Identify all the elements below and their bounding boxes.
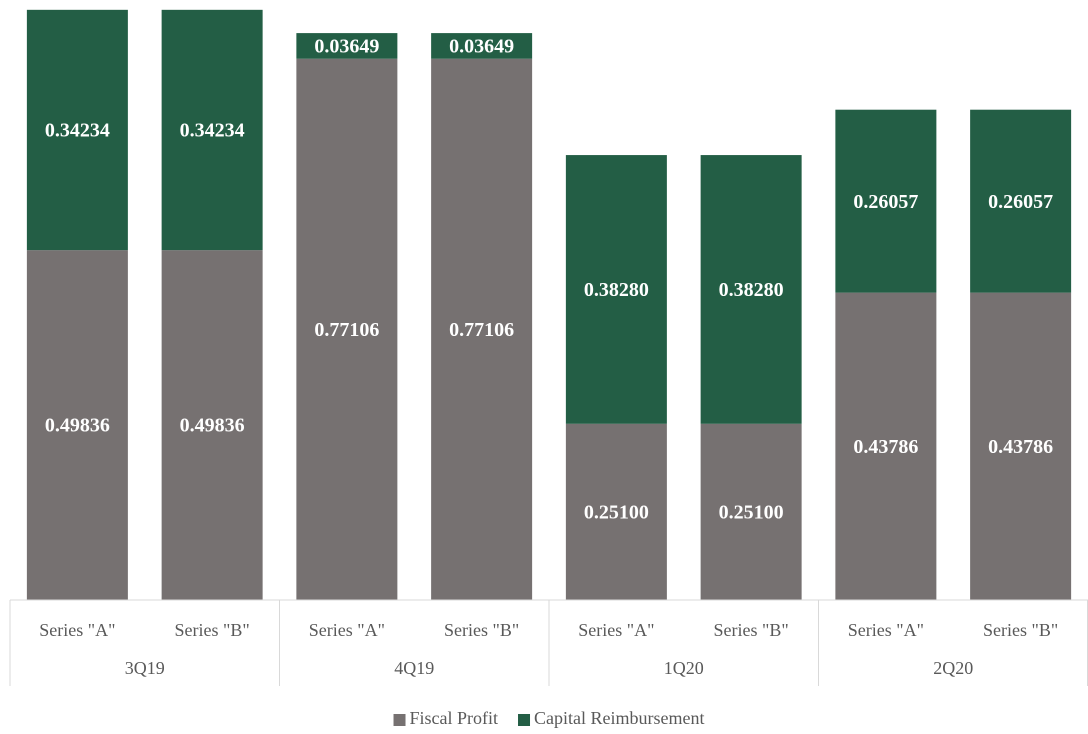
value-label: 0.34234 xyxy=(45,120,110,142)
value-label: 0.43786 xyxy=(853,436,918,458)
legend-swatch xyxy=(518,714,531,726)
group-label: 2Q20 xyxy=(933,658,973,678)
bar-segment xyxy=(161,250,263,600)
bar-segment xyxy=(431,58,533,600)
value-label: 0.26057 xyxy=(853,191,918,213)
bar-segment xyxy=(835,109,937,293)
value-label: 0.49836 xyxy=(45,415,110,437)
bar-segment xyxy=(565,155,667,424)
x-tick-label: Series "A" xyxy=(39,620,115,640)
legend-label: Fiscal Profit xyxy=(410,708,499,728)
value-label: 0.25100 xyxy=(584,501,649,523)
bar-segment xyxy=(835,292,937,600)
value-label: 0.77106 xyxy=(314,319,379,341)
value-label: 0.49836 xyxy=(180,415,245,437)
bar-segment xyxy=(565,423,667,600)
bar-segment xyxy=(296,58,398,600)
bar-segment xyxy=(970,292,1072,600)
group-label: 3Q19 xyxy=(125,658,165,678)
x-tick-label: Series "A" xyxy=(578,620,654,640)
x-tick-label: Series "A" xyxy=(309,620,385,640)
x-tick-label: Series "B" xyxy=(983,620,1058,640)
value-label: 0.77106 xyxy=(449,319,514,341)
bar-segment xyxy=(431,33,533,59)
value-label: 0.26057 xyxy=(988,191,1053,213)
x-tick-label: Series "B" xyxy=(714,620,789,640)
group-label: 4Q19 xyxy=(394,658,434,678)
bar-segment xyxy=(161,9,263,251)
bar-segment xyxy=(296,33,398,59)
group-label: 1Q20 xyxy=(664,658,704,678)
legend-label: Capital Reimbursement xyxy=(534,708,704,728)
legend-swatch xyxy=(393,714,406,726)
value-label: 0.34234 xyxy=(180,120,245,142)
value-label: 0.38280 xyxy=(584,279,649,301)
bar-segment xyxy=(970,109,1072,293)
bar-segment xyxy=(26,9,128,251)
bar-segment xyxy=(26,250,128,600)
value-label: 0.03649 xyxy=(314,36,379,58)
value-label: 0.43786 xyxy=(988,436,1053,458)
x-tick-label: Series "B" xyxy=(175,620,250,640)
x-tick-label: Series "B" xyxy=(444,620,519,640)
bar-segment xyxy=(700,155,802,424)
bar-segment xyxy=(700,423,802,600)
value-label: 0.25100 xyxy=(719,501,784,523)
value-label: 0.38280 xyxy=(719,279,784,301)
value-label: 0.03649 xyxy=(449,36,514,58)
x-tick-label: Series "A" xyxy=(848,620,924,640)
